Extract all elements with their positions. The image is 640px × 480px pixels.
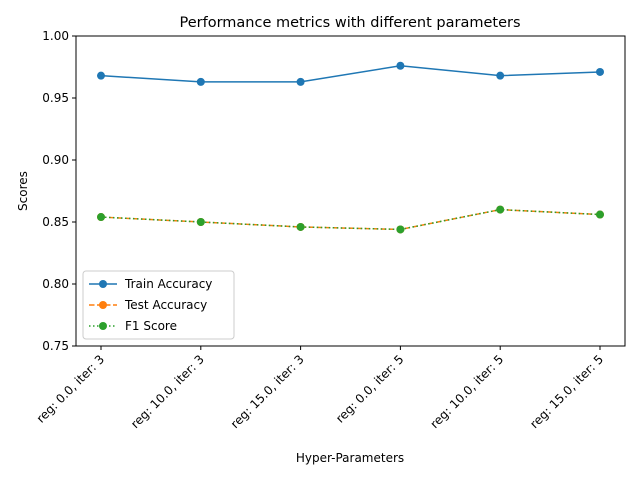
legend-item: Test Accuracy [89, 298, 207, 312]
data-point [596, 67, 604, 76]
data-point [496, 205, 505, 214]
data-point [396, 61, 405, 70]
plot-frame [75, 35, 626, 347]
data-point [296, 222, 305, 231]
legend-marker [99, 322, 107, 330]
legend-item: Train Accuracy [89, 277, 212, 291]
y-tick-label: 0.75 [42, 339, 69, 353]
legend-label: F1 Score [125, 319, 177, 333]
legend-box [82, 270, 235, 340]
y-tick-label: 0.95 [42, 91, 69, 105]
series-train-accuracy [97, 61, 604, 86]
chart-title: Performance metrics with different param… [179, 15, 520, 31]
data-point [196, 77, 205, 86]
legend-label: Test Accuracy [124, 298, 207, 312]
data-point [596, 210, 604, 219]
y-tick-label: 0.85 [42, 215, 69, 229]
data-point [196, 218, 205, 226]
y-axis: 0.75 0.80 0.85 0.90 0.95 1.00 [42, 29, 76, 353]
plot-series [97, 61, 604, 234]
y-tick-label: 0.90 [42, 153, 69, 167]
legend-marker [99, 301, 107, 309]
data-point [97, 71, 105, 80]
series-line [100, 65, 601, 83]
legend-item: F1 Score [89, 319, 177, 333]
series-line [100, 208, 601, 231]
data-point [296, 77, 305, 86]
legend: Train Accuracy Test Accuracy F1 Score [82, 270, 235, 340]
y-tick-label: 1.00 [42, 29, 69, 43]
data-point [396, 225, 405, 234]
y-tick-label: 0.80 [42, 277, 69, 291]
legend-label: Train Accuracy [124, 277, 212, 291]
legend-marker [99, 280, 107, 288]
series-f1-score [97, 205, 604, 234]
data-point [496, 71, 505, 80]
y-axis-title: Scores [16, 171, 30, 211]
x-axis-title: Hyper-Parameters [296, 451, 404, 465]
data-point [97, 213, 105, 222]
